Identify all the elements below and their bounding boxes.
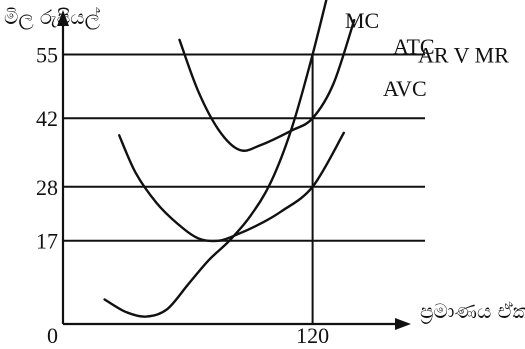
y-axis-arrowhead [57,10,69,26]
mc-label: MC [345,8,379,33]
mc-curve [103,0,328,318]
y-axis-title: මිල රුපියල් [4,5,100,30]
atc-curve [178,19,356,152]
ar-mr-label: AR V MR [418,43,509,68]
x-axis-title: ප්‍රමාණය ඒකක [420,299,525,325]
y-tick-label: 28 [36,175,58,200]
atc-label: ATC [393,34,435,59]
x-axis-arrowhead [395,318,411,330]
y-tick-label: 42 [36,106,58,131]
avc-label: AVC [383,76,427,101]
x-origin-label: 0 [47,323,58,348]
y-tick-label: 55 [36,43,58,68]
avc-curve [118,131,345,243]
y-tick-label: 17 [36,229,58,254]
x-tick-label: 120 [296,323,329,348]
